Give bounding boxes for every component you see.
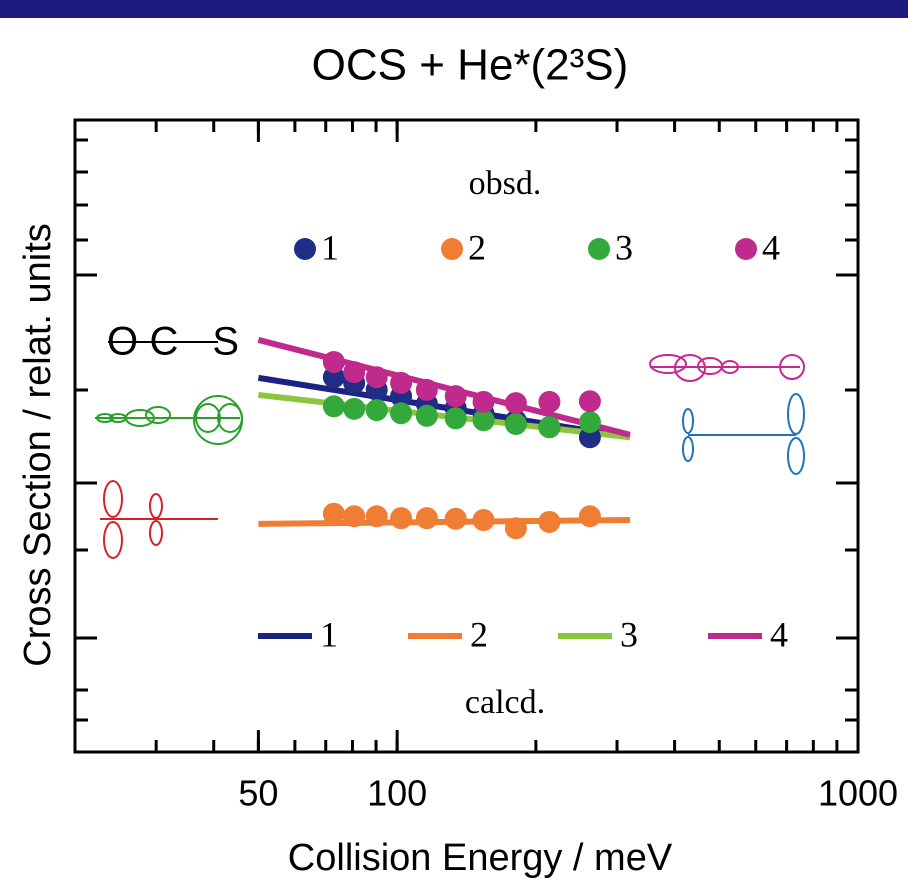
y-tick-marks (75, 138, 858, 722)
obs-point (504, 412, 527, 435)
legend-label: 4 (762, 227, 780, 267)
molecule-label: OC S (107, 320, 239, 364)
obs-point (578, 426, 601, 449)
calc-line (258, 517, 630, 527)
legend-marker (441, 238, 463, 260)
x-tick-label: 50 (238, 773, 278, 814)
obs-point (415, 378, 438, 401)
obs-point (538, 510, 561, 533)
x-tick-label: 1000 (818, 773, 898, 814)
obs-point (472, 390, 495, 413)
legend-label: 3 (620, 614, 638, 654)
obs-point (504, 517, 527, 540)
obs-point (415, 507, 438, 530)
obs-point (343, 505, 366, 528)
obs-point (415, 404, 438, 427)
obs-point (322, 395, 345, 418)
y-axis-label: Cross Section / relat. units (17, 223, 59, 667)
legend-label: 2 (470, 614, 488, 654)
obs-point (538, 390, 561, 413)
obs-point (444, 407, 467, 430)
obs-point (322, 366, 345, 389)
x-tick-label: 100 (367, 773, 427, 814)
chart-title: OCS + He*(2³S) (312, 41, 629, 90)
obs-point (390, 402, 413, 425)
calc-line (258, 391, 631, 441)
obs-point (578, 411, 601, 434)
header-bar (0, 0, 908, 18)
x-axis-label: Collision Energy / meV (288, 837, 673, 879)
obs-point (444, 507, 467, 530)
obs-point (472, 509, 495, 532)
calculated-legend-title: calcd. (465, 684, 545, 721)
calc-line (257, 337, 631, 438)
observed-legend-title: obsd. (469, 165, 542, 202)
legend-label: 3 (615, 227, 633, 267)
legend-marker (735, 238, 757, 260)
legend-label: 1 (320, 614, 338, 654)
obs-point (365, 366, 388, 389)
obs-point (365, 505, 388, 528)
obs-point (504, 392, 527, 415)
legend-label: 2 (468, 227, 486, 267)
legend-marker (294, 238, 316, 260)
obs-point (578, 390, 601, 413)
legend-label: 1 (321, 227, 339, 267)
obs-point (365, 399, 388, 422)
obs-point (322, 351, 345, 374)
obs-point (578, 505, 601, 528)
obs-point (390, 507, 413, 530)
obs-point (390, 371, 413, 394)
legend-label: 4 (770, 614, 788, 654)
obs-point (538, 416, 561, 439)
obs-point (322, 502, 345, 525)
obs-point (472, 409, 495, 432)
obs-point (343, 397, 366, 420)
orbital-drawings (95, 341, 805, 559)
legend-marker (588, 238, 610, 260)
plot-frame (73, 118, 860, 754)
obs-point (343, 361, 366, 384)
obs-point (444, 385, 467, 408)
